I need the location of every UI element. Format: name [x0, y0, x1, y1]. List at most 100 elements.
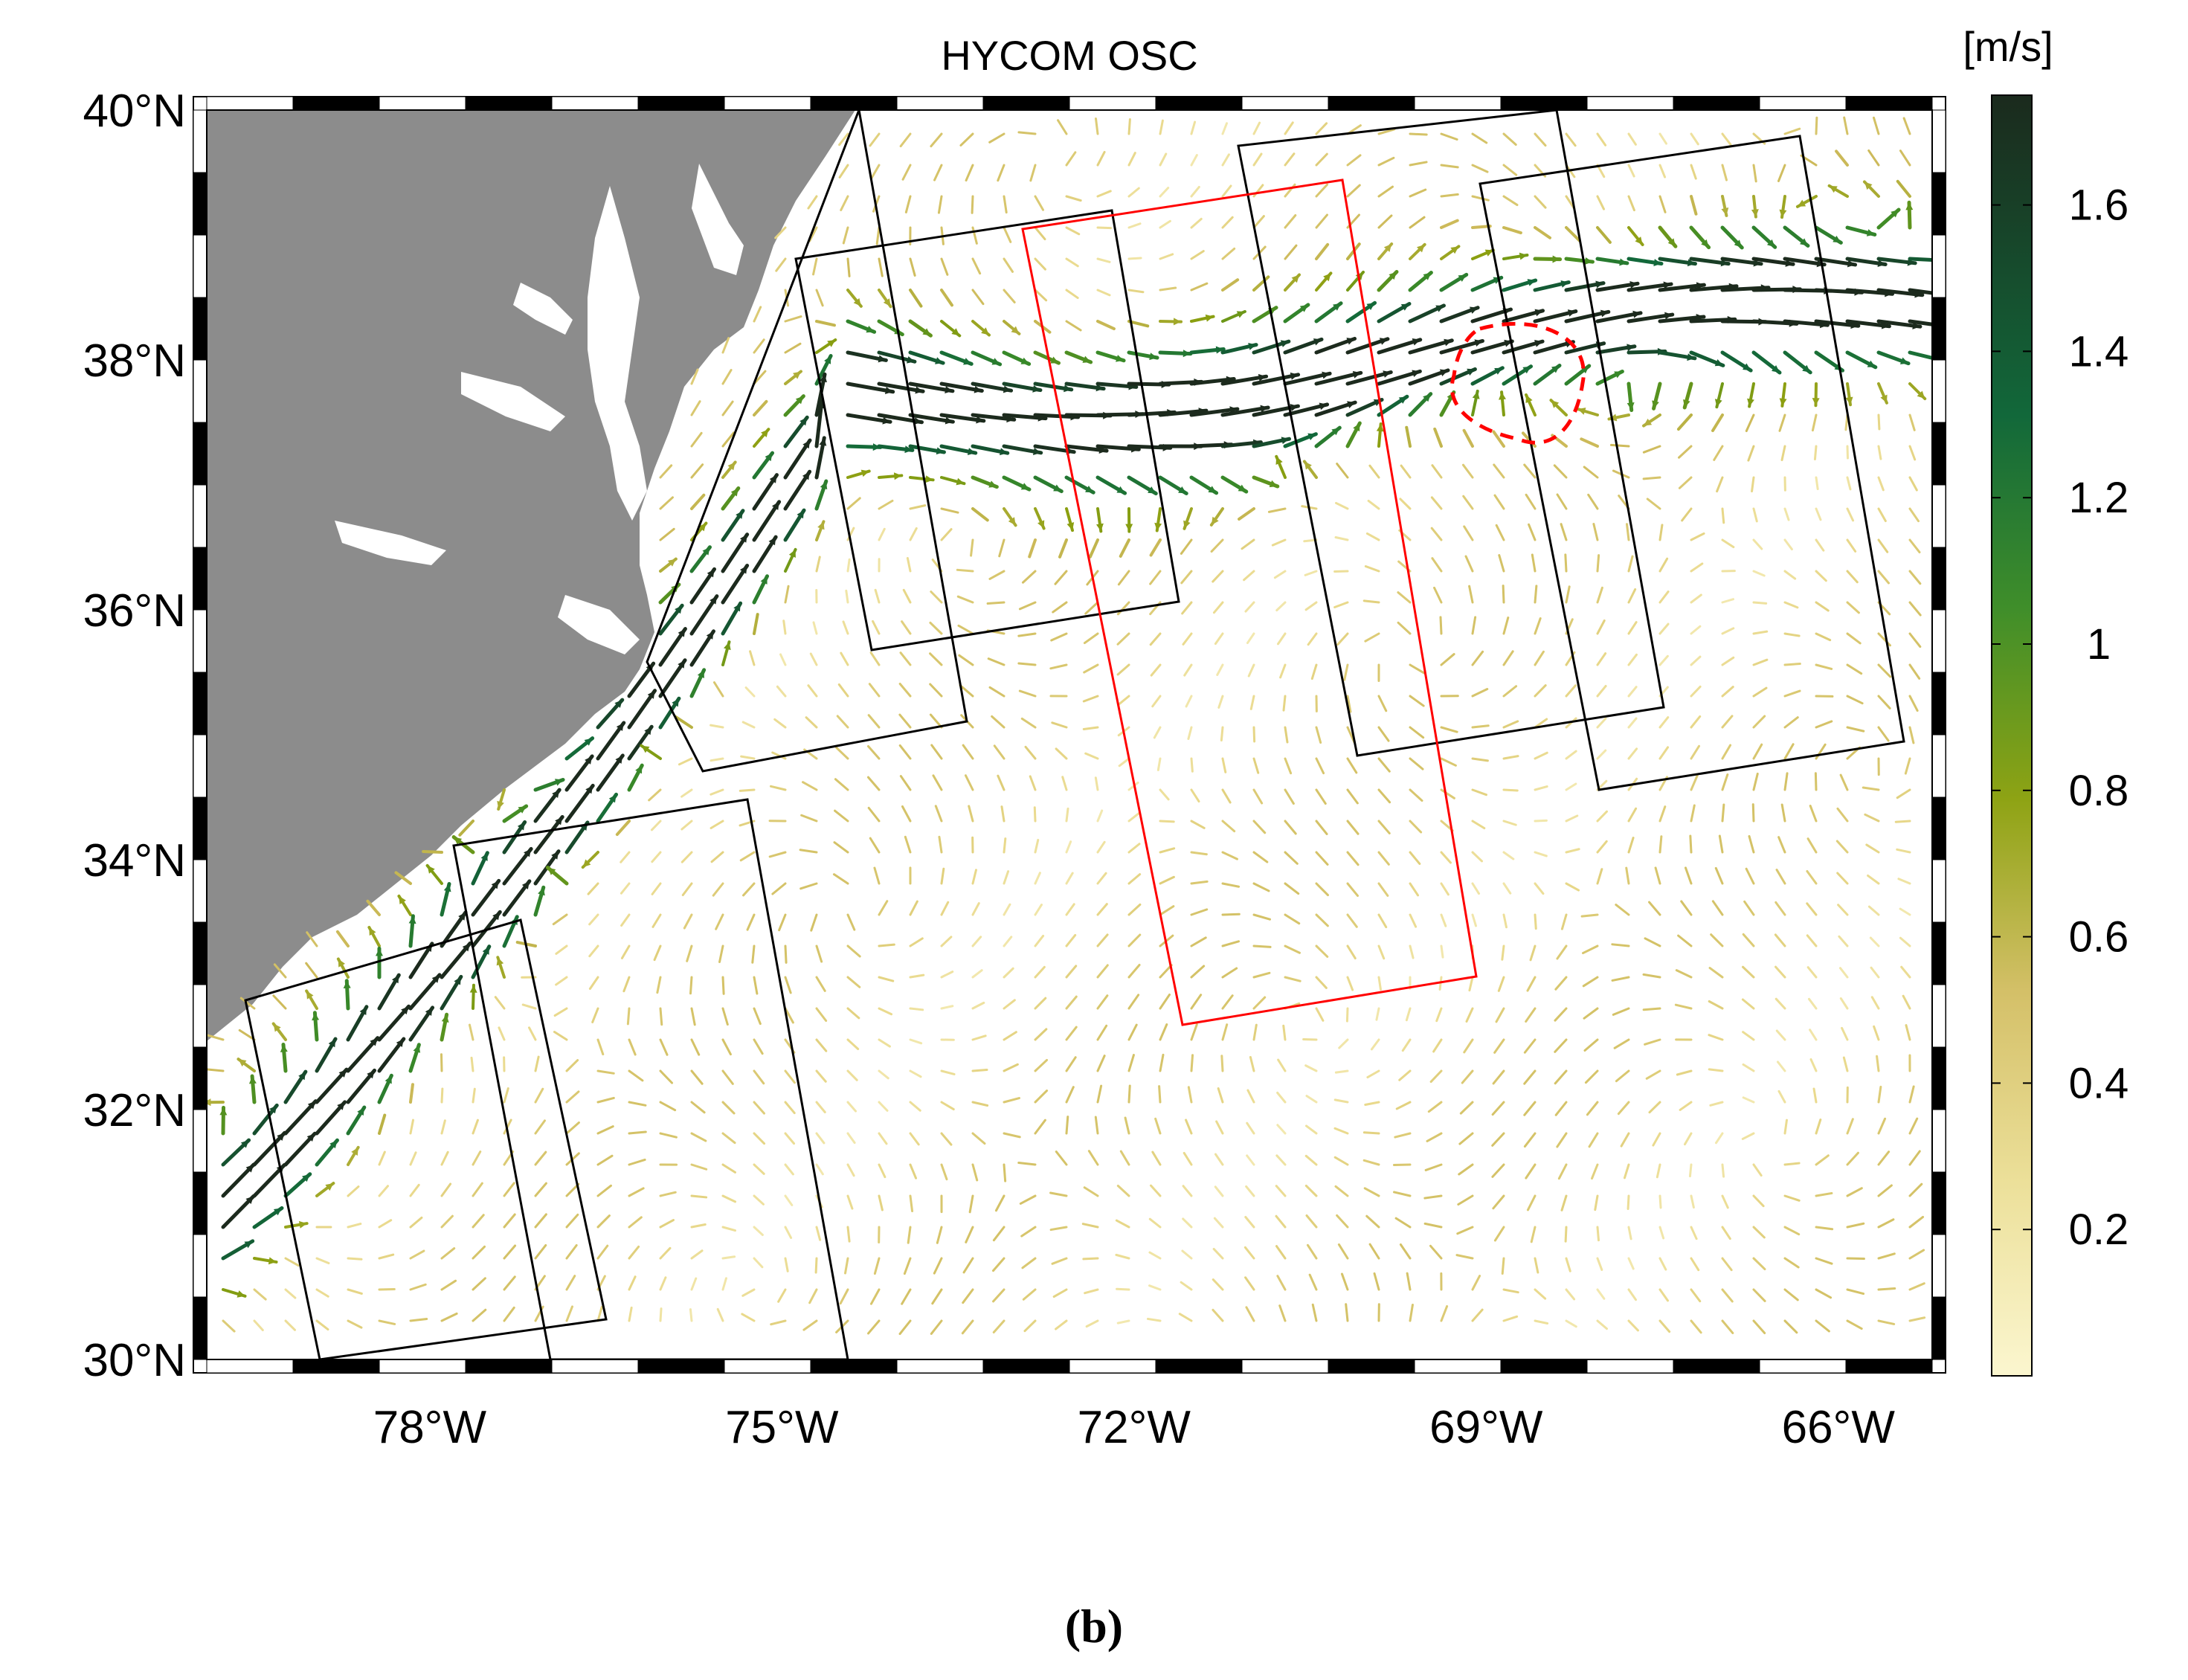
velocity-arrow: [1275, 601, 1287, 612]
velocity-arrow: [1221, 882, 1241, 888]
velocity-arrow: [1187, 726, 1193, 740]
velocity-arrow: [940, 528, 953, 541]
velocity-arrowhead: [269, 1105, 277, 1114]
velocity-arrow: [628, 1158, 646, 1166]
velocity-arrow: [1872, 116, 1880, 135]
velocity-arrow: [1096, 150, 1106, 167]
velocity-arrow: [1846, 601, 1860, 614]
velocity-arrow: [409, 1317, 428, 1322]
velocity-arrow: [1400, 464, 1412, 479]
velocity-arrow: [1836, 872, 1849, 885]
velocity-arrow: [964, 774, 974, 791]
velocity-arrowhead: [351, 1147, 358, 1156]
velocity-arrow: [1534, 718, 1548, 729]
velocity-arrow: [1346, 184, 1361, 198]
velocity-arrow: [1877, 695, 1891, 709]
velocity-arrow: [784, 1194, 794, 1206]
velocity-arrowhead: [469, 985, 477, 993]
velocity-arrow: [956, 595, 974, 604]
velocity-arrow: [1096, 872, 1107, 885]
velocity-arrow: [1023, 1319, 1037, 1333]
velocity-arrow: [742, 882, 756, 897]
velocity-arrow: [1502, 720, 1519, 729]
velocity-arrow: [1116, 1184, 1130, 1197]
velocity-arrow: [659, 496, 674, 510]
velocity-arrow: [565, 1244, 578, 1260]
velocity-arrow: [1246, 1154, 1255, 1166]
velocity-arrow: [1908, 695, 1919, 712]
velocity-arrow: [1220, 1055, 1224, 1072]
velocity-arrow: [815, 556, 821, 573]
velocity-arrow: [1742, 965, 1755, 979]
velocity-arrow: [878, 943, 895, 947]
velocity-arrowhead: [458, 912, 466, 921]
velocity-arrow: [588, 944, 599, 958]
velocity-arrow: [994, 1194, 1005, 1212]
velocity-arrow: [1178, 1313, 1193, 1322]
velocity-arrow: [1721, 132, 1732, 147]
velocity-arrow: [1221, 788, 1232, 804]
velocity-arrow: [1127, 903, 1142, 916]
velocity-arrow: [284, 1288, 297, 1299]
velocity-arrowhead: [1269, 480, 1278, 488]
velocity-arrow: [909, 527, 918, 541]
velocity-arrow: [962, 744, 974, 760]
velocity-arrow: [1534, 1257, 1539, 1274]
velocity-arrow: [1430, 527, 1443, 541]
velocity-arrowhead: [991, 358, 1000, 365]
velocity-arrow: [1720, 286, 1771, 292]
velocity-arrow: [1315, 944, 1329, 958]
velocity-arrow: [1334, 1069, 1349, 1074]
velocity-arrowhead: [497, 800, 504, 809]
velocity-arrow: [1034, 226, 1046, 241]
velocity-arrow: [1116, 1319, 1130, 1325]
velocity-arrow: [1252, 788, 1264, 805]
velocity-arrow: [440, 1119, 446, 1135]
velocity-arrowhead: [359, 1006, 367, 1015]
velocity-arrow: [1780, 445, 1786, 462]
velocity-arrow: [1368, 464, 1380, 479]
velocity-arrow: [1565, 684, 1577, 698]
velocity-arrow: [1115, 1219, 1130, 1229]
velocity-arrowhead: [963, 358, 972, 365]
velocity-arrow: [1839, 773, 1849, 791]
velocity-arrow: [1626, 523, 1630, 541]
velocity-arrow: [1365, 532, 1380, 541]
velocity-arrow: [842, 620, 849, 635]
velocity-arrow: [651, 851, 662, 863]
velocity-arrow: [1221, 913, 1241, 916]
velocity-arrow: [1502, 820, 1517, 826]
velocity-arrow: [1034, 904, 1043, 916]
velocity-arrow: [534, 1055, 540, 1072]
velocity-arrow: [909, 1007, 924, 1011]
velocity-arrow: [1583, 1007, 1599, 1020]
velocity-arrow: [440, 1182, 452, 1197]
velocity-arrow: [472, 1214, 485, 1229]
velocity-arrowhead: [1714, 399, 1722, 408]
velocity-arrow: [1275, 1185, 1287, 1197]
velocity-arrow: [1423, 1222, 1443, 1229]
velocity-arrow: [1710, 933, 1724, 947]
plot-border: [206, 109, 1933, 1360]
velocity-arrowhead: [496, 957, 504, 966]
velocity-vector-field: [207, 116, 1932, 1336]
velocity-arrow: [1896, 848, 1911, 854]
velocity-arrowhead: [357, 1107, 364, 1116]
velocity-arrow: [970, 538, 974, 557]
velocity-arrow: [1681, 507, 1693, 522]
velocity-arrow: [1654, 866, 1661, 885]
velocity-arrow: [1783, 632, 1801, 637]
velocity-arrow: [844, 1257, 849, 1275]
velocity-arrowhead: [391, 975, 399, 984]
velocity-arrow: [992, 1319, 1005, 1334]
velocity-arrowhead: [706, 631, 714, 640]
velocity-arrow: [899, 651, 912, 666]
velocity-arrow: [1588, 1132, 1599, 1148]
velocity-arrow: [968, 805, 974, 823]
velocity-arrow: [710, 851, 724, 863]
velocity-arrow: [1783, 601, 1799, 609]
velocity-arrow: [901, 805, 912, 823]
velocity-arrow: [1457, 1194, 1474, 1206]
frame-segment: [1931, 734, 1946, 798]
velocity-arrow: [815, 1101, 826, 1113]
